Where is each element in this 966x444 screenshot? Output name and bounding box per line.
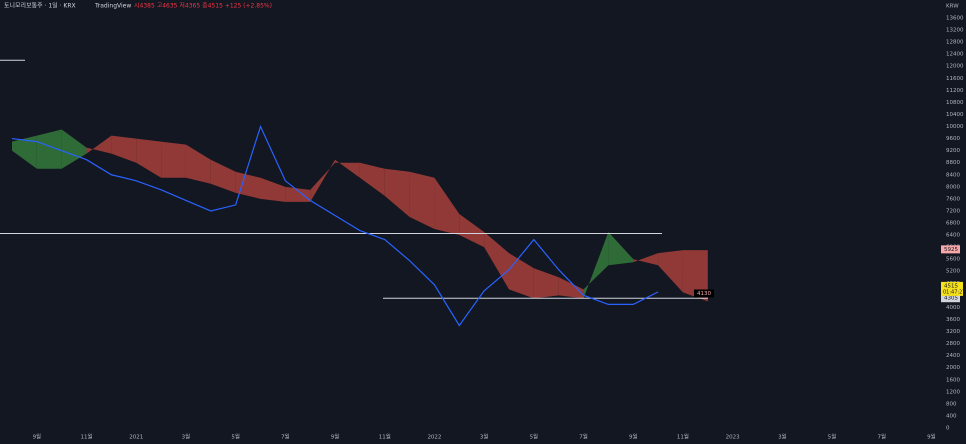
y-tick-label: 7200 [946, 208, 960, 214]
cloud-segment [335, 159, 360, 178]
cloud-segment [285, 186, 311, 202]
x-tick-label: 3월 [182, 433, 191, 441]
ohlc: 시4385 고4635 저4365 종4515 +125 (+2.85%) [134, 2, 272, 10]
y-tick-label: 10000 [946, 124, 964, 130]
y-tick-label: 6800 [946, 221, 960, 227]
cloud-segment [310, 159, 336, 202]
price-chip-label: 5925 [944, 247, 958, 253]
cloud-label: 4130 [697, 291, 711, 297]
last-price-chip [941, 281, 963, 296]
y-tick-label: 7600 [946, 196, 960, 202]
y-tick-label: 10800 [946, 100, 964, 106]
x-tick-label: 3월 [480, 433, 489, 441]
cloud-segment [558, 277, 584, 299]
y-tick-label: 9600 [946, 136, 960, 142]
cloud-segment [185, 144, 211, 184]
x-tick-label: 7월 [281, 433, 290, 441]
y-unit: KRW [946, 4, 959, 10]
x-tick-label: 2021 [129, 435, 143, 441]
price-chip [941, 294, 960, 303]
cloud-segment [509, 253, 534, 299]
cloud-segment [12, 135, 37, 169]
y-tick-label: 8800 [946, 160, 960, 166]
source: TradingView [94, 3, 131, 10]
cloud-segment [235, 171, 261, 199]
cloud-segment [434, 177, 460, 236]
y-tick-label: 11200 [946, 88, 964, 94]
y-tick-label: 800 [946, 401, 957, 407]
x-tick-label: 5월 [231, 433, 240, 441]
cloud-segment [583, 232, 609, 299]
x-tick-label: 5월 [530, 433, 539, 441]
x-tick-label: 11월 [379, 433, 391, 441]
cloud-segment [384, 168, 410, 217]
y-tick-label: 3600 [946, 317, 960, 323]
cloud-segment [359, 162, 385, 196]
cloud-segment [682, 250, 708, 302]
y-tick-label: 5200 [946, 269, 960, 275]
countdown: 01:47:27 [943, 289, 965, 295]
cloud-segment [608, 232, 634, 266]
x-tick-label: 2023 [726, 435, 740, 441]
cloud-segment [409, 171, 435, 230]
y-tick-label: 5600 [946, 257, 960, 263]
y-tick-label: 9200 [946, 148, 960, 154]
y-tick-label: 8400 [946, 172, 960, 178]
y-tick-label: 2800 [946, 341, 960, 347]
cloud-segment [210, 159, 236, 193]
x-tick-label: 9월 [629, 433, 638, 441]
y-tick-label: 8000 [946, 184, 960, 190]
x-tick-label: 9월 [927, 433, 936, 441]
y-tick-label: 11600 [946, 76, 964, 82]
cloud-segment [533, 268, 559, 299]
y-tick-label: 6400 [946, 233, 960, 239]
x-tick-label: 7월 [579, 433, 588, 441]
x-tick-label: 9월 [331, 433, 340, 441]
y-tick-label: 13200 [946, 28, 964, 34]
y-tick-label: 13600 [946, 16, 964, 22]
y-tick-label: 4000 [946, 305, 960, 311]
y-tick-label: 2000 [946, 365, 960, 371]
cloud-segment [260, 177, 286, 202]
y-tick-label: 400 [946, 413, 957, 419]
y-tick-label: 1600 [946, 377, 960, 383]
y-tick-label: 0 [946, 426, 950, 432]
price-line [11, 124, 659, 327]
cloud-segment [136, 138, 162, 178]
y-tick-label: 10400 [946, 112, 964, 118]
cloud-segment [86, 135, 112, 154]
y-tick-label: 2400 [946, 353, 960, 359]
y-tick-label: 1200 [946, 389, 960, 395]
cloud-segment [36, 129, 62, 169]
symbol: 토니모리보통주 · 1일 · KRX [4, 2, 76, 10]
y-tick-label: 12000 [946, 64, 964, 70]
x-tick-label: 9월 [33, 433, 42, 441]
last-price-label: 4515 [944, 283, 958, 289]
y-tick-label: 12400 [946, 52, 964, 58]
x-tick-label: 3월 [778, 433, 787, 441]
price-chip-label: 4305 [944, 296, 958, 302]
cloud-segment [658, 250, 683, 293]
cloud-segment [111, 135, 137, 163]
x-tick-label: 2022 [427, 435, 441, 441]
price-chip [941, 245, 960, 254]
x-tick-label: 5월 [828, 433, 837, 441]
cloud-segment [459, 213, 485, 248]
cloud-segment [633, 253, 659, 266]
x-tick-label: 11월 [677, 433, 689, 441]
x-tick-label: 11월 [81, 433, 93, 441]
cloud-segment [61, 129, 87, 169]
cloud-label-box [694, 289, 714, 298]
y-tick-label: 3200 [946, 329, 960, 335]
y-tick-label: 12800 [946, 40, 964, 46]
x-tick-label: 7월 [877, 433, 886, 441]
cloud-segment [161, 141, 186, 178]
